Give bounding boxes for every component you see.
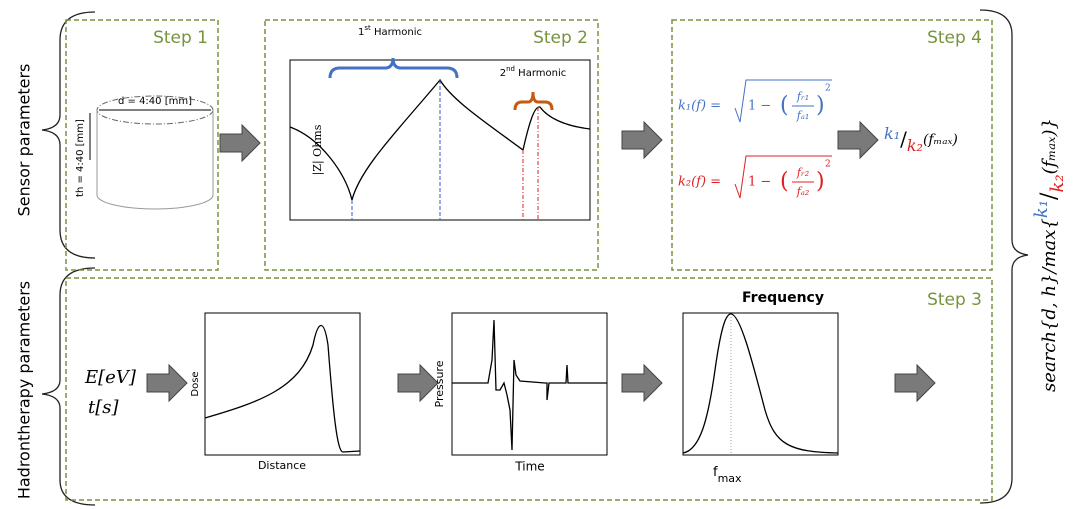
arrow: [621, 364, 663, 402]
brace: [979, 9, 1029, 504]
dose-curve: [204, 324, 361, 453]
harmonic-label: 2nd Harmonic: [500, 65, 567, 79]
formula-lhs: k₁(f) =: [678, 99, 721, 114]
formula-exp: 2: [825, 84, 831, 94]
x-label: Time: [514, 460, 544, 474]
arrow: [397, 364, 439, 402]
formula-den: fₐ₂: [796, 185, 810, 198]
step-box: [65, 19, 219, 271]
text: search{d, h}/max{: [1039, 218, 1060, 392]
text: /: [1037, 192, 1062, 200]
paren: ): [816, 169, 825, 194]
formula-num: fᵣ₁: [796, 90, 809, 103]
hadron-label: Hadrontherapy parameters: [15, 281, 34, 499]
formula-part: 1 −: [748, 99, 771, 114]
plot-frame: [682, 312, 839, 456]
text: k₂: [1047, 174, 1068, 192]
paren: ): [816, 93, 825, 118]
sqrt: [734, 155, 832, 199]
text: st: [364, 24, 371, 32]
x-label: fmax: [713, 465, 742, 486]
paren: (: [780, 93, 789, 118]
arrow: [219, 124, 261, 162]
formula-den: fₐ₁: [796, 109, 810, 122]
ratio: k₁/k₂(fₘₐₓ): [884, 124, 958, 155]
text: f: [713, 465, 718, 480]
formula-num: fᵣ₂: [796, 166, 809, 179]
text: (fₘₐₓ)}: [1039, 118, 1060, 174]
brace: [513, 91, 554, 111]
text: Harmonic: [371, 27, 422, 38]
arrow: [146, 364, 188, 402]
y-label: Pressure: [433, 360, 446, 407]
text: /: [900, 127, 907, 151]
time-label: t[s]: [88, 397, 119, 418]
y-label: |Z| Ohms: [311, 124, 325, 175]
plot-frame: [451, 312, 608, 456]
paren: (: [780, 169, 789, 194]
formula-part: 1 −: [748, 175, 771, 190]
plot-frame: [204, 312, 361, 456]
brace: [328, 57, 459, 79]
text: (fₘₐₓ): [923, 132, 958, 148]
x-label: Distance: [258, 459, 306, 472]
energy-label: E[eV]: [84, 367, 137, 388]
frequency-curve: [682, 313, 839, 454]
text: max: [718, 472, 742, 485]
step-box: [65, 277, 993, 501]
formula-exp: 2: [825, 160, 831, 170]
diameter-label: d = 4:40 [mm]: [118, 96, 192, 107]
arrow: [894, 364, 936, 402]
sensor-label: Sensor parameters: [15, 64, 34, 217]
step-title: Step 4: [927, 28, 982, 48]
thickness-label: th = 4:40 [mm]: [75, 119, 86, 197]
step-title: Step 2: [533, 28, 588, 48]
text: k₁: [1031, 200, 1052, 218]
plot-title: Frequency: [742, 290, 824, 306]
arrow: [621, 121, 663, 159]
brace: [41, 11, 96, 259]
formula-lhs: k₂(f) =: [678, 175, 721, 190]
step-title: Step 3: [927, 290, 982, 310]
text: 1: [358, 27, 364, 38]
step-title: Step 1: [153, 28, 208, 48]
cylinder-body: [96, 110, 214, 210]
pressure-curve: [452, 319, 607, 451]
text: 2: [500, 68, 506, 79]
impedance-curve: [289, 78, 591, 201]
brace: [41, 267, 96, 506]
text: nd: [506, 65, 515, 73]
arrow: [837, 121, 879, 159]
y-label: Dose: [190, 371, 201, 396]
text: k₂: [907, 136, 923, 155]
step-box: [264, 19, 599, 271]
text: k₁: [884, 124, 900, 143]
objective: search{d, h}/max{k₁/k₂(fₘₐₓ)}: [1031, 118, 1068, 392]
step-box: [671, 19, 993, 271]
text: Harmonic: [515, 68, 566, 79]
harmonic-label: 1st Harmonic: [358, 24, 422, 38]
sqrt: [734, 79, 832, 123]
